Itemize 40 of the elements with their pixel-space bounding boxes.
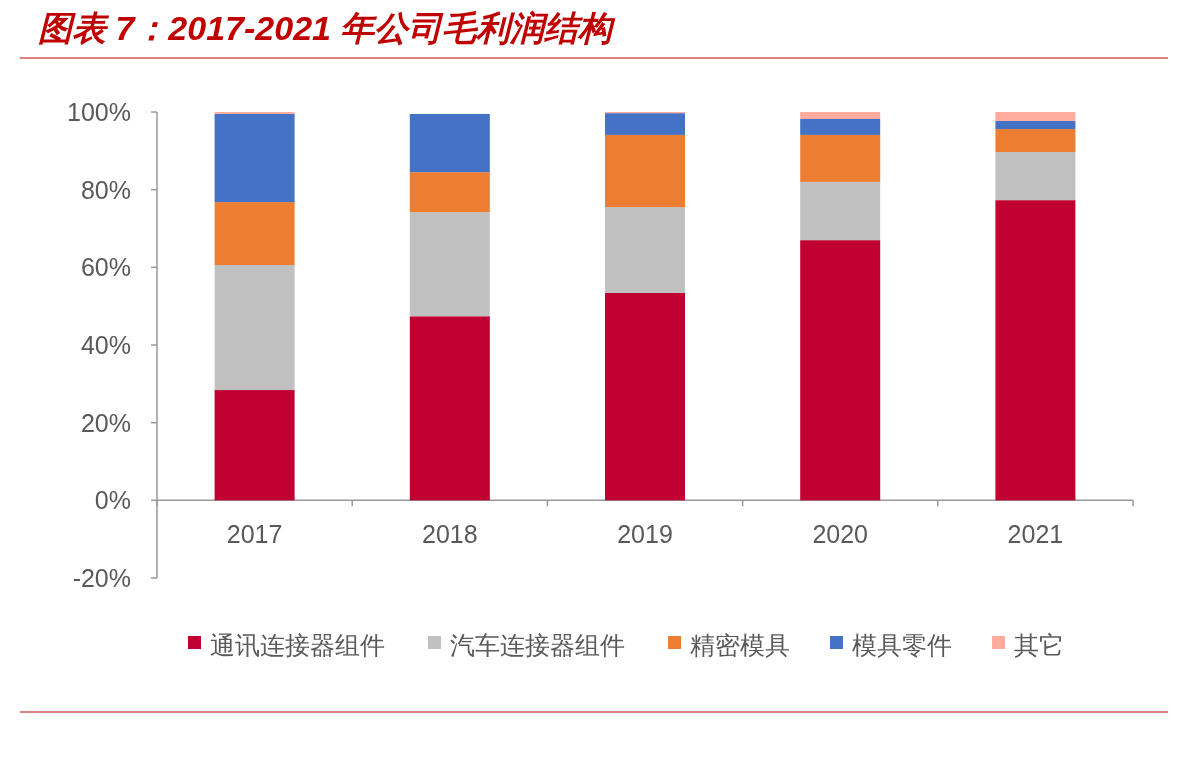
bar: [605, 292, 685, 501]
chart-title: 图表 7：2017-2021 年公司毛利润结构: [38, 9, 617, 47]
x-tick-label: 2020: [812, 520, 869, 549]
legend-label: 通讯连接器组件: [210, 631, 385, 659]
bar: [214, 202, 295, 265]
y-tick-label: 60%: [80, 253, 131, 282]
x-tick-label: 2021: [1007, 520, 1064, 549]
bar: [800, 240, 881, 501]
bar: [995, 120, 1076, 130]
bar: [995, 200, 1076, 501]
y-tick-label: -20%: [72, 564, 131, 592]
x-tick-label: 2018: [421, 520, 478, 549]
bar: [605, 113, 685, 135]
bar: [800, 134, 881, 182]
bar: [409, 172, 490, 213]
x-tick-label: 2019: [617, 520, 673, 549]
bar: [214, 390, 295, 501]
y-tick-label: 40%: [80, 331, 131, 359]
bar: [995, 112, 1076, 121]
bar: [409, 316, 490, 501]
y-tick-label: 20%: [80, 408, 131, 437]
bar: [800, 118, 881, 135]
x-tick-label: 2017: [226, 520, 283, 549]
bar: [409, 212, 490, 317]
legend-label: 精密模具: [690, 631, 790, 659]
y-tick-label: 80%: [80, 175, 131, 204]
bar: [605, 207, 685, 293]
y-tick-label: 0%: [94, 486, 131, 515]
bar: [214, 265, 295, 391]
legend-label: 模具零件: [852, 631, 952, 659]
bar: [995, 129, 1076, 152]
bar: [800, 181, 881, 241]
bar: [605, 134, 685, 208]
bar: [800, 112, 881, 119]
y-tick-label: 100%: [67, 98, 131, 126]
bar: [995, 152, 1076, 201]
bar: [214, 113, 295, 203]
bar: [409, 113, 490, 173]
legend-label: 汽车连接器组件: [450, 631, 625, 659]
legend-label: 其它: [1014, 631, 1064, 659]
